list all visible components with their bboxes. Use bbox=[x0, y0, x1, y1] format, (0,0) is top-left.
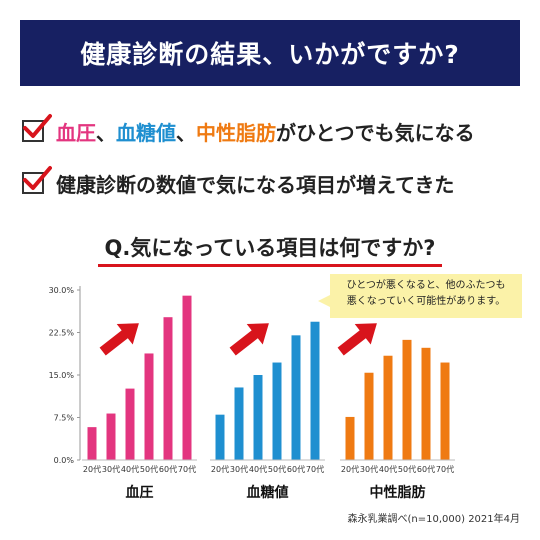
group-label: 血糖値 bbox=[247, 484, 289, 501]
red-check-icon bbox=[23, 114, 52, 138]
x-tick-label: 60代 bbox=[159, 464, 177, 474]
bar bbox=[234, 387, 244, 460]
up-arrow-icon bbox=[99, 323, 139, 356]
separator: 、 bbox=[176, 120, 196, 145]
callout-line-2: 悪くなっていく可能性があります。 bbox=[346, 296, 506, 307]
checklist-suffix: がひとつでも気になる bbox=[276, 120, 475, 145]
callout-tail bbox=[318, 295, 330, 307]
x-tick-label: 70代 bbox=[306, 464, 324, 474]
bar bbox=[291, 335, 301, 460]
x-tick-label: 20代 bbox=[341, 464, 359, 474]
y-tick-label: 22.5% bbox=[49, 329, 75, 338]
separator: 、 bbox=[96, 120, 116, 145]
bar bbox=[253, 375, 263, 460]
x-tick-label: 60代 bbox=[287, 464, 305, 474]
checkbox-icon bbox=[22, 114, 52, 142]
checklist-item-2: 健康診断の数値で気になる項目が増えてきた bbox=[22, 166, 454, 200]
x-tick-label: 70代 bbox=[436, 464, 454, 474]
bar bbox=[440, 362, 450, 460]
question-underline bbox=[98, 264, 442, 267]
x-tick-label: 30代 bbox=[230, 464, 248, 474]
bar bbox=[163, 317, 173, 460]
blood-sugar-term: 血糖値 bbox=[116, 120, 176, 145]
up-arrow-icon bbox=[337, 323, 377, 356]
banner-title: 健康診断の結果、いかがですか? bbox=[80, 40, 460, 69]
bar bbox=[421, 347, 431, 460]
up-arrow-icon bbox=[229, 323, 269, 356]
x-tick-label: 30代 bbox=[102, 464, 120, 474]
triglyceride-term: 中性脂肪 bbox=[196, 120, 276, 145]
x-tick-label: 50代 bbox=[268, 464, 286, 474]
bar bbox=[182, 295, 192, 460]
y-tick-label: 30.0% bbox=[49, 286, 75, 295]
x-tick-label: 60代 bbox=[417, 464, 435, 474]
blood-pressure-term: 血圧 bbox=[56, 120, 96, 145]
x-tick-label: 50代 bbox=[140, 464, 158, 474]
source-note: 森永乳業調べ(n=10,000) 2021年4月 bbox=[347, 514, 521, 525]
red-check-icon bbox=[23, 166, 52, 190]
y-tick-label: 7.5% bbox=[54, 414, 75, 423]
x-tick-label: 70代 bbox=[178, 464, 196, 474]
y-tick-label: 15.0% bbox=[49, 371, 75, 380]
x-tick-label: 30代 bbox=[360, 464, 378, 474]
x-tick-label: 50代 bbox=[398, 464, 416, 474]
bar bbox=[215, 414, 225, 460]
callout-line-1: ひとつが悪くなると、他のふたつも bbox=[346, 280, 506, 291]
group-label: 血圧 bbox=[126, 484, 154, 501]
bar bbox=[272, 362, 282, 460]
x-tick-label: 40代 bbox=[249, 464, 267, 474]
x-tick-label: 20代 bbox=[211, 464, 229, 474]
bar bbox=[125, 388, 135, 460]
question-title: Q.気になっている項目は何ですか? bbox=[104, 236, 436, 260]
bar bbox=[345, 416, 355, 460]
y-tick-label: 0.0% bbox=[54, 456, 75, 465]
x-tick-label: 40代 bbox=[379, 464, 397, 474]
title-banner: 健康診断の結果、いかがですか? bbox=[20, 20, 520, 86]
x-tick-label: 20代 bbox=[83, 464, 101, 474]
checklist-item-1: 血圧 、 血糖値 、 中性脂肪 がひとつでも気になる bbox=[22, 114, 475, 148]
bar bbox=[144, 353, 154, 460]
bar bbox=[402, 339, 412, 460]
group-label: 中性脂肪 bbox=[370, 484, 426, 501]
bar bbox=[310, 321, 320, 460]
bar bbox=[364, 372, 374, 460]
checklist-text: 健康診断の数値で気になる項目が増えてきた bbox=[56, 172, 455, 197]
bar bbox=[87, 427, 97, 460]
callout-note: ひとつが悪くなると、他のふたつも 悪くなっていく可能性があります。 bbox=[330, 274, 522, 318]
checkbox-icon bbox=[22, 166, 52, 194]
bar bbox=[383, 355, 393, 460]
bar bbox=[106, 413, 116, 460]
x-tick-label: 40代 bbox=[121, 464, 139, 474]
